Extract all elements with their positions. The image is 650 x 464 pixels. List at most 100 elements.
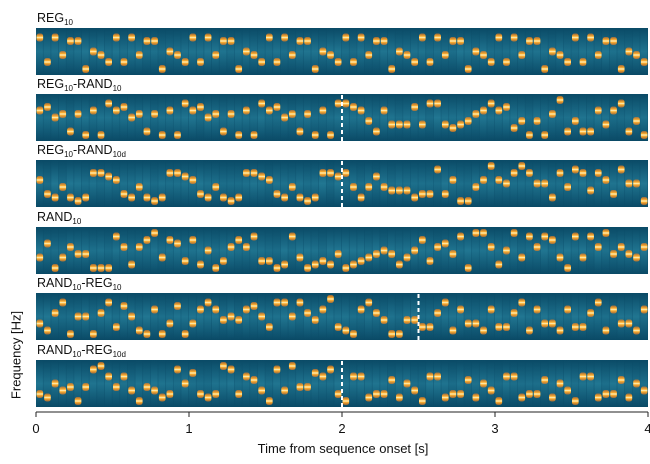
tone-smear bbox=[502, 293, 510, 340]
tone-smear bbox=[410, 28, 418, 75]
tone-smear bbox=[579, 227, 587, 274]
tone-smear bbox=[418, 94, 426, 141]
tone-mark bbox=[411, 193, 418, 202]
tone-smear bbox=[464, 160, 472, 207]
tone-mark bbox=[579, 58, 587, 66]
tone-smear bbox=[89, 160, 97, 207]
tone-mark bbox=[327, 51, 334, 59]
tone-smear bbox=[166, 94, 173, 141]
panel-title-1: REG10 bbox=[37, 11, 73, 27]
tone-mark bbox=[403, 120, 411, 129]
tone-mark bbox=[403, 253, 411, 262]
tone-mark bbox=[327, 131, 334, 139]
tone-smear bbox=[464, 28, 472, 75]
tone-smear bbox=[632, 293, 640, 340]
tone-mark bbox=[572, 323, 579, 331]
tone-mark bbox=[365, 253, 373, 262]
tone-mark bbox=[189, 319, 197, 328]
tone-mark bbox=[396, 120, 403, 129]
tone-mark bbox=[449, 326, 457, 335]
tone-smear bbox=[158, 160, 166, 207]
tone-mark bbox=[82, 193, 90, 202]
tone-mark bbox=[311, 316, 319, 324]
tone-mark bbox=[227, 197, 235, 205]
tone-smear bbox=[311, 28, 319, 75]
tone-smear bbox=[479, 293, 487, 340]
tone-mark bbox=[357, 305, 365, 314]
tone-smear bbox=[632, 227, 640, 274]
tone-smear bbox=[104, 360, 112, 407]
tone-smear bbox=[387, 160, 395, 207]
tone-smear bbox=[525, 293, 533, 340]
tone-mark bbox=[151, 229, 158, 237]
tone-smear bbox=[342, 94, 349, 141]
tone-mark bbox=[319, 106, 327, 115]
tone-mark bbox=[181, 99, 189, 108]
tone-smear bbox=[326, 360, 334, 407]
title-subscript: 10 bbox=[64, 84, 73, 93]
panel-title-2: REG10-RAND10 bbox=[37, 77, 122, 93]
tone-mark bbox=[564, 127, 571, 136]
tone-mark bbox=[220, 37, 227, 45]
tone-mark bbox=[227, 365, 235, 374]
tone-smear bbox=[495, 227, 502, 274]
tone-mark bbox=[426, 372, 434, 381]
tone-mark bbox=[304, 383, 311, 391]
tone-mark bbox=[273, 58, 281, 66]
tone-smear bbox=[548, 160, 556, 207]
tone-mark bbox=[464, 319, 472, 328]
tone-mark bbox=[388, 330, 396, 338]
tone-mark bbox=[472, 110, 480, 118]
tone-smear bbox=[533, 293, 541, 340]
tone-mark bbox=[296, 383, 304, 391]
tone-smear bbox=[135, 293, 143, 340]
tone-mark bbox=[617, 376, 625, 384]
tone-mark bbox=[90, 169, 97, 177]
tone-smear bbox=[143, 227, 150, 274]
tone-smear bbox=[495, 360, 502, 407]
tone-smear bbox=[464, 227, 472, 274]
tone-smear bbox=[211, 293, 219, 340]
tone-smear bbox=[602, 360, 609, 407]
tone-mark bbox=[602, 229, 610, 237]
tone-mark bbox=[212, 390, 220, 398]
tone-smear bbox=[609, 360, 617, 407]
tone-mark bbox=[59, 298, 67, 307]
tone-mark bbox=[220, 193, 227, 202]
tone-smear bbox=[227, 360, 235, 407]
tone-smear bbox=[273, 160, 281, 207]
tone-smear bbox=[403, 227, 411, 274]
tone-mark bbox=[388, 250, 396, 258]
tone-mark bbox=[487, 99, 495, 108]
tone-smear bbox=[533, 360, 541, 407]
tone-mark bbox=[227, 312, 235, 321]
title-subscript: 10 bbox=[64, 18, 73, 27]
title-subscript: 10d bbox=[112, 350, 126, 359]
tone-smear bbox=[640, 28, 648, 75]
tone-mark bbox=[441, 51, 449, 59]
tone-smear bbox=[81, 28, 89, 75]
tone-smear bbox=[143, 28, 150, 75]
tone-smear bbox=[556, 293, 564, 340]
tone-smear bbox=[173, 94, 181, 141]
tone-mark bbox=[296, 127, 304, 136]
tone-smear bbox=[410, 360, 418, 407]
tone-mark bbox=[311, 65, 319, 73]
tone-mark bbox=[426, 257, 434, 265]
tone-mark bbox=[640, 197, 648, 205]
tone-smear bbox=[395, 293, 403, 340]
tone-mark bbox=[594, 106, 602, 115]
tone-mark bbox=[342, 33, 350, 42]
tone-smear bbox=[273, 293, 281, 340]
tone-mark bbox=[357, 257, 365, 265]
title-text: REG bbox=[37, 11, 65, 25]
tone-mark bbox=[510, 124, 518, 132]
tone-smear bbox=[166, 360, 173, 407]
tone-mark bbox=[67, 193, 74, 202]
tone-mark bbox=[120, 58, 128, 66]
tone-smear bbox=[158, 293, 166, 340]
tone-smear bbox=[586, 227, 594, 274]
tone-mark bbox=[334, 172, 342, 181]
tone-smear bbox=[441, 160, 449, 207]
tone-mark bbox=[151, 386, 158, 395]
